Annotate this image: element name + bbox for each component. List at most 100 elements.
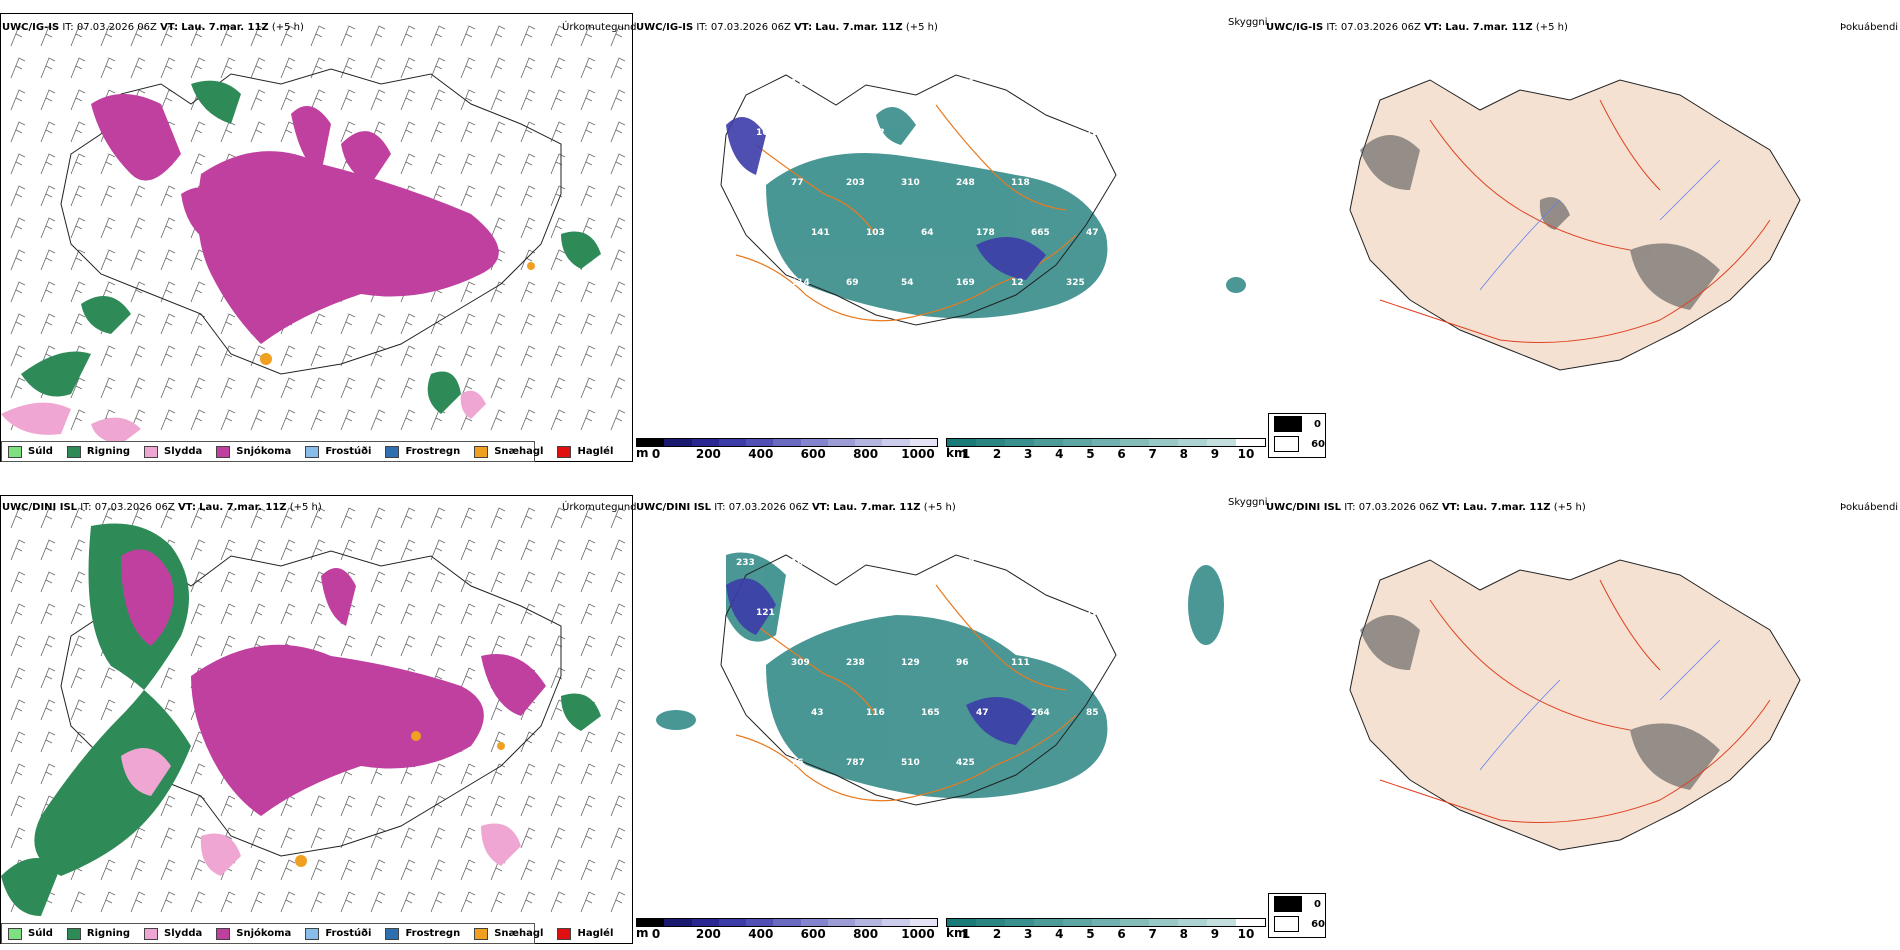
wind-barb [130, 57, 146, 79]
wind-barb [130, 249, 146, 271]
wind-barb [10, 763, 26, 785]
height-labels: 233 101 988 58 137 106 374 121 445 175 82 266 186 79 2… [736, 558, 1099, 768]
height-label: 169 [956, 278, 975, 288]
wind-barb [70, 25, 86, 47]
wind-barb [610, 571, 626, 593]
wind-barb [310, 539, 326, 561]
wind-barb [250, 539, 266, 561]
legend-label: Slydda [164, 446, 203, 457]
fog-roads [1379, 99, 1771, 343]
row2-right-title: UWC/DINI ISL IT: 07.03.2026 06Z VT: Lau.… [1266, 502, 1586, 513]
wind-barb [460, 57, 476, 79]
wind-barb [40, 217, 56, 239]
row2-height-colorbar: 0 200 400 600 800 1000 m [636, 918, 938, 941]
wind-barb [550, 539, 566, 561]
wind-barb [520, 859, 536, 881]
legend-label: Rigning [86, 928, 131, 939]
row1-right-type: Þokuábendi [1840, 22, 1899, 33]
snow-areas [121, 549, 546, 816]
wind-barb [580, 571, 596, 593]
colorbar-cell [909, 919, 937, 926]
height-label: 137 [956, 558, 975, 568]
height-label: 96 [956, 658, 969, 668]
height-label: 218 [1031, 128, 1050, 138]
wind-barb [490, 377, 506, 399]
row2-cloud-map: 233 101 988 58 137 106 374 121 445 175 82 266 186 79 2… [656, 552, 1224, 806]
legend-item-1: Rigning [66, 927, 131, 940]
wind-barb [460, 345, 476, 367]
wind-barb [190, 859, 206, 881]
colorbar-tick: 10 [1237, 927, 1255, 941]
snow-areas [91, 94, 499, 344]
wind-barb [490, 313, 506, 335]
wind-barb [430, 507, 446, 529]
colorbar-cell [1120, 919, 1150, 926]
wind-barb [190, 891, 206, 913]
wind-barb [190, 603, 206, 625]
wind-barb [520, 827, 536, 849]
colorbar-cell [947, 439, 976, 446]
colorbar-cell [827, 919, 856, 926]
wind-barb [460, 185, 476, 207]
legend-label: Rigning [86, 446, 131, 457]
wind-barb [460, 859, 476, 881]
wind-barb [430, 859, 446, 881]
wind-barb [220, 25, 236, 47]
row2-fog-legend: 0 60 [1268, 893, 1326, 938]
wind-barb [220, 891, 236, 913]
wind-barb [10, 121, 26, 143]
colorbar-cell [1004, 919, 1034, 926]
wind-barb [490, 345, 506, 367]
colorbar-tick: 1000 [901, 927, 935, 941]
wind-barb [220, 603, 236, 625]
wind-barb [280, 859, 296, 881]
wind-barb [400, 409, 416, 431]
wind-barb [400, 827, 416, 849]
wind-barb [580, 635, 596, 657]
wind-barb [520, 603, 536, 625]
wind-barb [100, 667, 116, 689]
wind-barb [520, 731, 536, 753]
colorbar-cell [1033, 439, 1063, 446]
row2-mid-type: Skyggni [1228, 497, 1268, 508]
colorbar-tick: 3 [1024, 927, 1033, 941]
wind-barb [280, 539, 296, 561]
wind-barb [130, 281, 146, 303]
legend-item-6: Snæhagl [474, 927, 543, 940]
wind-barb [610, 281, 626, 303]
wind-barb [430, 795, 446, 817]
colorbar-cell [882, 919, 910, 926]
wind-barb [250, 603, 266, 625]
wind-barb [310, 571, 326, 593]
colorbar-cell [975, 439, 1005, 446]
colorbar-tick: 8 [1179, 447, 1188, 461]
wind-barb [160, 377, 176, 399]
wind-barb [10, 217, 26, 239]
wind-barb [370, 827, 386, 849]
wind-barb [430, 89, 446, 111]
graupel-areas [260, 262, 535, 365]
wind-barb [430, 345, 446, 367]
wind-barb [220, 635, 236, 657]
wind-barb [310, 25, 326, 47]
wind-barb [580, 153, 596, 175]
wind-barb [340, 377, 356, 399]
wind-barb [550, 281, 566, 303]
wind-barb [340, 345, 356, 367]
iceland-outline [720, 74, 1117, 326]
wind-barb [40, 731, 56, 753]
colorbar-cell [1091, 439, 1121, 446]
colorbar-tick: 4 [1055, 927, 1064, 941]
colorbar-tick: 10 [1237, 447, 1255, 461]
wind-barb [490, 763, 506, 785]
colorbar-tick: 1 [961, 447, 971, 461]
wind-barb [580, 731, 596, 753]
wind-barb [190, 539, 206, 561]
wind-barb [40, 539, 56, 561]
colorbar-cell [909, 439, 937, 446]
wind-barb [370, 377, 386, 399]
wind-barb [40, 603, 56, 625]
wind-barb [160, 281, 176, 303]
wind-barb [310, 409, 326, 431]
wind-barb [340, 89, 356, 111]
